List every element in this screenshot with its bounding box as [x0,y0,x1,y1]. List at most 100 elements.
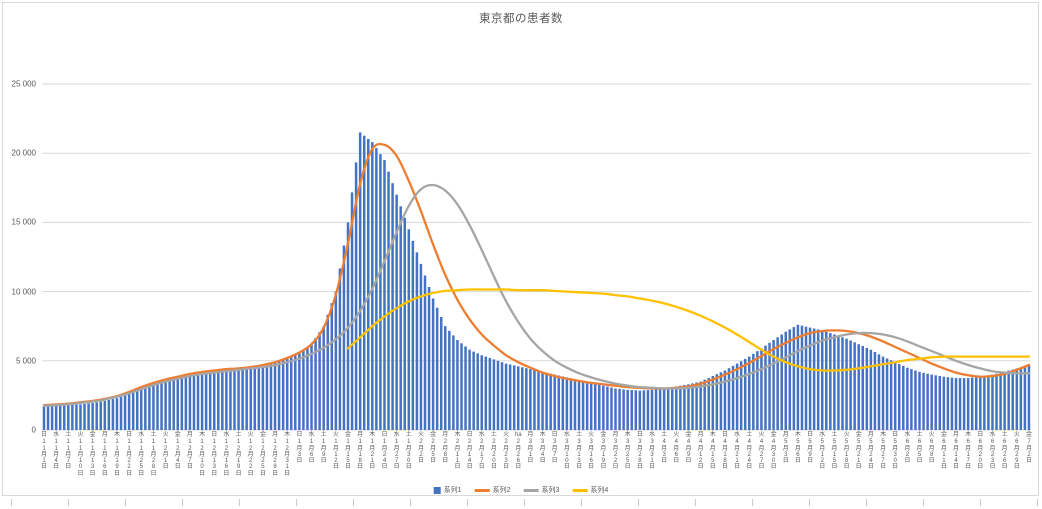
x-axis-dow: 土 [235,432,242,438]
bar [565,377,569,430]
bar [521,367,524,430]
bar [208,370,212,430]
x-axis-dow: 土 [490,432,497,438]
bar [598,384,601,430]
bar [419,263,423,430]
bar [261,365,265,430]
bar [241,368,244,430]
bar [391,183,394,430]
bar [699,381,702,430]
x-axis-dow: 火 [247,432,254,438]
x-axis-dow: 土 [916,432,923,438]
x-axis-dow: 水 [478,432,485,438]
bar [204,371,208,430]
bar [918,371,921,430]
bar [687,384,690,430]
bar [237,368,240,430]
bar [991,374,994,430]
x-axis-dow: 日 [126,432,133,438]
bar [760,348,763,430]
x-axis-dow: 木 [369,432,376,438]
bar [403,217,406,430]
bar [249,367,252,430]
bar [748,356,751,430]
bar [743,359,747,430]
bar [816,329,820,430]
bar [367,138,370,430]
bar [500,362,504,430]
x-axis-dow: 日 [721,432,729,438]
sheet-column-tick [809,499,810,506]
bar [683,385,686,430]
x-axis-dow: 水 [53,432,60,438]
legend-item-系列2[interactable]: 系列2 [474,485,511,495]
bar [273,362,277,430]
legend-item-系列4[interactable]: 系列4 [572,485,608,495]
bar [602,385,605,430]
bar [906,367,909,430]
legend-item-系列3[interactable]: 系列3 [523,485,559,495]
bar [768,342,771,430]
bar [156,382,159,430]
bar [431,298,435,430]
x-axis-dow: 月 [272,432,279,438]
bar [889,360,893,430]
sheet-column-tick [752,499,753,506]
bar [577,380,581,430]
bar [739,361,743,430]
legend-item-系列1[interactable]: 系列1 [433,485,462,495]
x-axis-dow: 日 [466,432,473,438]
chart-legend[interactable]: 系列1 系列2 系列3 系列4 [433,485,608,495]
bar [703,379,706,430]
bar [496,360,500,430]
legend-line-marker [523,488,539,492]
x-axis-dow: 木 [113,432,121,438]
bar [545,372,548,430]
bar [188,373,192,430]
bar [371,142,374,430]
bar [119,396,123,430]
bar [1011,369,1014,430]
bar [294,354,297,430]
bar [642,390,646,430]
x-axis-dow: 木 [794,432,801,438]
x-axis-dow: 水 [138,432,145,438]
bar [914,370,917,430]
bar [448,330,451,430]
sheet-column-tick [182,499,183,506]
bar [168,379,171,430]
bar [277,360,281,430]
x-axis-dow: 土 [65,432,72,438]
x-axis-dow: 金 [770,432,777,438]
x-axis-dow: 土 [576,432,583,438]
bar [439,317,443,430]
bar [695,382,698,430]
bar [265,364,269,430]
